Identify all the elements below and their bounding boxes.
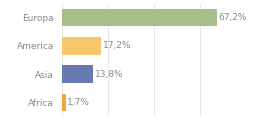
Text: 1,7%: 1,7% [67,98,90,107]
Text: 13,8%: 13,8% [95,70,124,79]
Bar [62,9,217,26]
Bar [62,94,66,111]
Text: 17,2%: 17,2% [103,41,132,50]
Bar [62,65,94,83]
Text: 67,2%: 67,2% [219,13,247,22]
Bar [62,37,101,55]
